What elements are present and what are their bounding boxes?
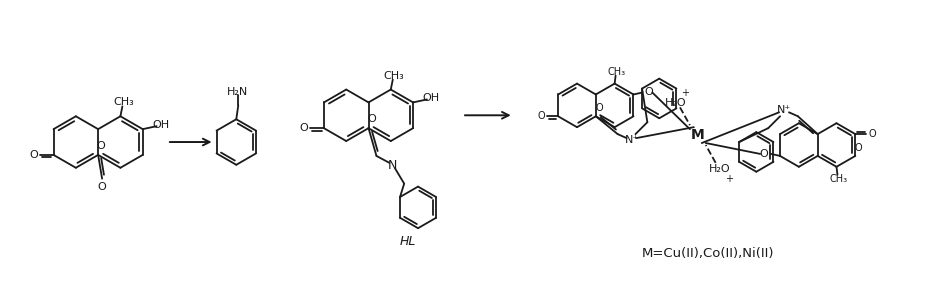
Text: O: O bbox=[299, 123, 308, 133]
Text: CH₃: CH₃ bbox=[383, 71, 404, 81]
Text: O: O bbox=[29, 150, 38, 160]
Text: +: + bbox=[681, 88, 688, 99]
Text: O: O bbox=[97, 182, 107, 192]
Text: O: O bbox=[643, 86, 652, 97]
Text: N: N bbox=[387, 159, 396, 172]
Text: N⁺: N⁺ bbox=[776, 105, 790, 115]
Text: M: M bbox=[690, 128, 704, 142]
Text: H₂O: H₂O bbox=[665, 98, 686, 108]
Text: CH₃: CH₃ bbox=[829, 174, 847, 184]
Text: O: O bbox=[96, 141, 106, 151]
Text: O: O bbox=[595, 103, 602, 113]
Text: +: + bbox=[725, 174, 733, 184]
Text: O: O bbox=[868, 129, 875, 139]
Text: N⁺: N⁺ bbox=[624, 135, 638, 145]
Text: HL: HL bbox=[399, 235, 416, 248]
Text: O: O bbox=[759, 149, 767, 159]
Text: H₂N: H₂N bbox=[227, 86, 247, 97]
Text: M=Cu(II),Co(II),Ni(II): M=Cu(II),Co(II),Ni(II) bbox=[641, 247, 773, 260]
Text: CH₃: CH₃ bbox=[113, 97, 134, 107]
Text: O: O bbox=[853, 143, 861, 153]
Text: H₂O: H₂O bbox=[708, 164, 730, 174]
Text: OH: OH bbox=[422, 93, 439, 104]
Text: OH: OH bbox=[152, 120, 169, 130]
Text: O: O bbox=[366, 114, 376, 124]
Text: O: O bbox=[537, 111, 545, 121]
Text: CH₃: CH₃ bbox=[607, 67, 625, 77]
